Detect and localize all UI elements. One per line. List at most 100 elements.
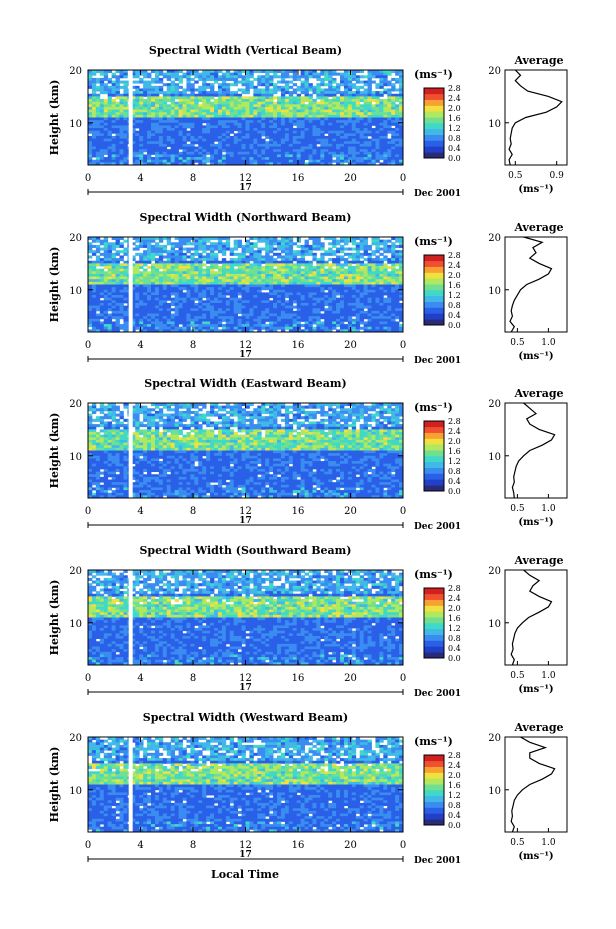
heatmap-cell: [273, 88, 278, 92]
heatmap-cell: [391, 276, 396, 280]
heatmap-cell: [166, 159, 172, 163]
heatmap-cell: [253, 112, 258, 116]
heatmap-cell: [210, 157, 215, 161]
heatmap-cell: [103, 318, 109, 322]
heatmap-cell: [237, 316, 242, 320]
heatmap-cell: [280, 120, 286, 124]
heatmap-cell: [91, 72, 97, 76]
heatmap-cell: [95, 135, 101, 140]
heatmap-cell: [249, 292, 254, 296]
heatmap-cell: [332, 109, 337, 113]
heatmap-cell: [214, 266, 219, 270]
heatmap-cell: [312, 135, 317, 140]
heatmap-cell: [206, 268, 211, 272]
heatmap-cell: [300, 138, 305, 142]
heatmap-cell: [107, 114, 113, 118]
heatmap-cell: [170, 263, 176, 267]
heatmap-cell: [237, 114, 242, 118]
heatmap-cell: [111, 305, 116, 309]
heatmap-cell: [162, 154, 168, 158]
heatmap-cell: [135, 273, 140, 277]
heatmap-cell: [340, 154, 345, 158]
heatmap-cell: [166, 133, 172, 137]
heatmap-cell: [284, 104, 290, 108]
heatmap-cell: [265, 75, 270, 79]
heatmap-cell: [103, 149, 109, 153]
heatmap-cell: [88, 120, 93, 124]
heatmap-cell: [375, 120, 380, 124]
heatmap-cell: [174, 281, 179, 285]
heatmap-cell: [233, 242, 239, 246]
heatmap-cell: [115, 88, 120, 92]
heatmap-cell: [154, 91, 160, 95]
heatmap-cell: [391, 313, 396, 317]
heatmap-cell: [304, 128, 309, 132]
heatmap-cell: [143, 305, 148, 309]
heatmap-cell: [139, 318, 144, 322]
heatmap-cell: [308, 302, 313, 307]
heatmap-cell: [170, 91, 176, 95]
heatmap-cell: [206, 101, 211, 105]
heatmap-cell: [166, 120, 172, 124]
heatmap-cell: [359, 279, 365, 283]
heatmap-cell: [115, 239, 120, 243]
heatmap-cell: [249, 159, 254, 163]
heatmap-cell: [363, 112, 368, 116]
heatmap-cell: [198, 300, 203, 304]
heatmap-cell: [320, 305, 325, 309]
heatmap-cell: [367, 125, 372, 129]
heatmap-cell: [273, 101, 278, 105]
heatmap-cell: [383, 289, 388, 293]
heatmap-cell: [233, 313, 239, 317]
heatmap-cell: [95, 162, 101, 166]
heatmap-cell: [245, 289, 250, 293]
heatmap-cell: [103, 247, 109, 251]
heatmap-cell: [253, 289, 258, 293]
heatmap-cell: [186, 112, 191, 116]
heatmap-cell: [245, 308, 250, 312]
heatmap-cell: [269, 146, 274, 150]
heatmap-cell: [143, 159, 148, 163]
heatmap-cell: [241, 146, 246, 150]
heatmap-cell: [225, 305, 231, 309]
heatmap-cell: [221, 292, 227, 296]
heatmap-cell: [257, 258, 262, 262]
heatmap-cell: [347, 96, 353, 100]
heatmap-cell: [257, 271, 262, 275]
heatmap-cell: [316, 141, 321, 145]
heatmap-cell: [324, 117, 329, 121]
heatmap-cell: [328, 266, 333, 270]
heatmap-cell: [178, 157, 183, 161]
heatmap-cell: [336, 159, 341, 163]
heatmap-cell: [367, 120, 372, 124]
heatmap-cell: [249, 112, 254, 116]
avg-x-tick-label: 0.5: [508, 171, 523, 181]
heatmap-cell: [194, 128, 199, 132]
heatmap-cell: [202, 284, 207, 288]
heatmap-cell: [343, 114, 349, 118]
heatmap-cell: [241, 263, 246, 267]
heatmap-cell: [304, 109, 309, 113]
heatmap-cell: [186, 316, 191, 320]
heatmap-cell: [347, 297, 353, 301]
heatmap-cell: [103, 313, 109, 317]
heatmap-cell: [178, 135, 183, 140]
heatmap-cell: [261, 305, 266, 309]
heatmap-cell: [308, 273, 313, 277]
heatmap-cell: [280, 305, 286, 309]
heatmap-cell: [343, 247, 349, 251]
heatmap-cell: [261, 247, 266, 251]
heatmap-cell: [324, 159, 329, 163]
heatmap-cell: [245, 101, 250, 105]
heatmap-cell: [225, 308, 231, 312]
heatmap-cell: [273, 146, 278, 150]
heatmap-cell: [347, 276, 353, 280]
heatmap-cell: [265, 260, 270, 264]
heatmap-cell: [328, 250, 333, 254]
heatmap-cell: [371, 302, 376, 307]
heatmap-cell: [198, 292, 203, 296]
heatmap-cell: [241, 300, 246, 304]
heatmap-cell: [391, 157, 396, 161]
heatmap-cell: [383, 276, 388, 280]
heatmap-cell: [292, 276, 298, 280]
